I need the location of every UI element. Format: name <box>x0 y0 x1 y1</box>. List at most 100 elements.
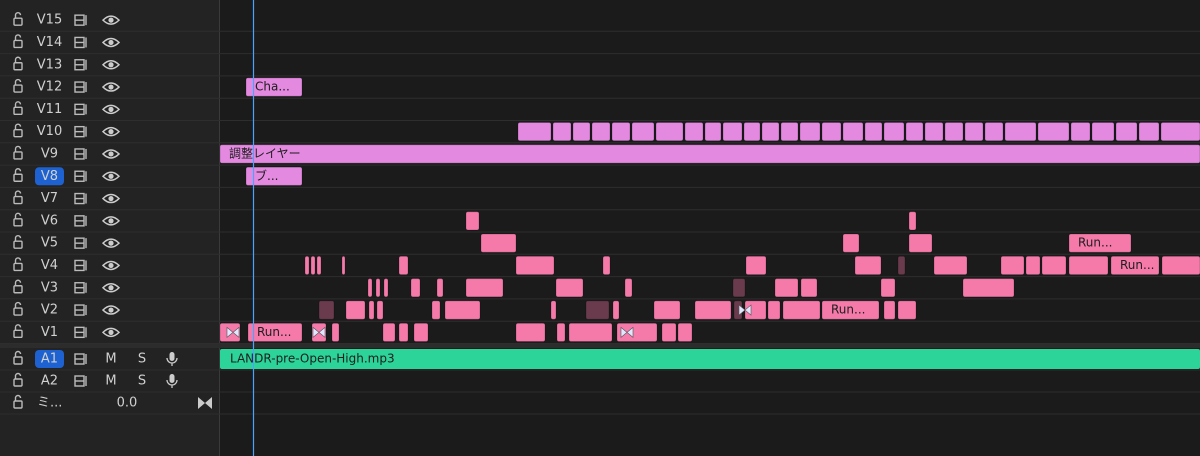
clip[interactable] <box>345 300 366 320</box>
clip[interactable] <box>602 255 611 276</box>
clip[interactable] <box>799 122 821 142</box>
clip[interactable] <box>465 211 480 231</box>
clip[interactable] <box>245 77 303 97</box>
clip[interactable] <box>431 300 441 320</box>
clip[interactable] <box>1000 255 1025 276</box>
clip[interactable] <box>655 122 684 142</box>
clip[interactable] <box>821 300 880 320</box>
clip[interactable] <box>745 255 767 276</box>
clip[interactable] <box>1041 255 1067 276</box>
clip[interactable] <box>611 122 631 142</box>
clip[interactable] <box>318 300 335 320</box>
clip[interactable] <box>245 166 303 186</box>
clip[interactable] <box>694 300 732 320</box>
clip[interactable] <box>653 300 681 320</box>
clip[interactable] <box>572 122 591 142</box>
clip[interactable] <box>1004 122 1037 142</box>
clip[interactable] <box>767 300 781 320</box>
clip[interactable] <box>368 300 375 320</box>
clip[interactable] <box>1068 233 1132 253</box>
clip[interactable] <box>436 278 444 298</box>
clip[interactable] <box>624 278 633 298</box>
clip[interactable] <box>821 122 842 142</box>
clip[interactable] <box>316 255 322 276</box>
clip[interactable] <box>704 122 722 142</box>
clip[interactable] <box>722 122 743 142</box>
clip[interactable] <box>591 122 611 142</box>
clip[interactable] <box>1091 122 1115 142</box>
clip[interactable] <box>880 278 896 298</box>
clip[interactable] <box>341 255 346 276</box>
audio-clip[interactable] <box>220 349 1200 369</box>
clip[interactable] <box>782 300 821 320</box>
clip[interactable] <box>247 322 303 343</box>
clip[interactable] <box>661 322 677 343</box>
clip[interactable] <box>219 144 1200 164</box>
clip[interactable] <box>854 255 882 276</box>
clip[interactable] <box>883 122 905 142</box>
clip[interactable] <box>677 322 693 343</box>
clip[interactable] <box>304 255 310 276</box>
clip[interactable] <box>684 122 704 142</box>
solo-button[interactable]: S <box>138 352 146 367</box>
clip[interactable] <box>550 300 557 320</box>
clip[interactable] <box>398 255 409 276</box>
clip[interactable] <box>1161 255 1200 276</box>
clip[interactable] <box>382 322 396 343</box>
clip[interactable] <box>964 122 984 142</box>
clip[interactable] <box>383 278 389 298</box>
mute-button[interactable]: M <box>105 352 116 367</box>
clip[interactable] <box>585 300 610 320</box>
mix-value[interactable]: 0.0 <box>117 396 138 411</box>
clip[interactable] <box>515 255 555 276</box>
clip[interactable] <box>555 278 584 298</box>
clip[interactable] <box>933 255 968 276</box>
clip[interactable] <box>410 278 421 298</box>
clip[interactable] <box>897 255 906 276</box>
clip[interactable] <box>444 300 481 320</box>
clip[interactable] <box>556 322 566 343</box>
clip[interactable] <box>800 278 818 298</box>
clip[interactable] <box>1160 122 1200 142</box>
clip[interactable] <box>761 122 780 142</box>
clip[interactable] <box>1138 122 1160 142</box>
clip[interactable] <box>552 122 572 142</box>
clip[interactable] <box>1115 122 1138 142</box>
clip[interactable] <box>480 233 517 253</box>
clip[interactable] <box>962 278 1015 298</box>
clip[interactable] <box>1068 255 1109 276</box>
clip[interactable] <box>331 322 340 343</box>
clip[interactable] <box>1070 122 1091 142</box>
clip[interactable] <box>375 278 381 298</box>
clip[interactable] <box>631 122 655 142</box>
clip[interactable] <box>398 322 409 343</box>
clip[interactable] <box>367 278 373 298</box>
clip[interactable] <box>616 322 658 343</box>
solo-button[interactable]: S <box>138 374 146 389</box>
clip[interactable] <box>1110 255 1160 276</box>
clip[interactable] <box>465 278 504 298</box>
clip[interactable] <box>864 122 883 142</box>
clip[interactable] <box>310 255 316 276</box>
mute-button[interactable]: M <box>105 374 116 389</box>
clip[interactable] <box>780 122 799 142</box>
clip[interactable] <box>897 300 917 320</box>
clip[interactable] <box>376 300 384 320</box>
clip[interactable] <box>842 233 860 253</box>
clip[interactable] <box>612 300 620 320</box>
clip[interactable] <box>908 211 917 231</box>
clip[interactable] <box>732 278 746 298</box>
clip[interactable] <box>883 300 896 320</box>
clip[interactable] <box>905 122 924 142</box>
clip[interactable] <box>774 278 799 298</box>
clip[interactable] <box>515 322 546 343</box>
clip[interactable] <box>743 122 761 142</box>
clip[interactable] <box>1025 255 1041 276</box>
clip[interactable] <box>924 122 944 142</box>
clip[interactable] <box>842 122 864 142</box>
clip[interactable] <box>1037 122 1070 142</box>
clip[interactable] <box>413 322 429 343</box>
clip[interactable] <box>908 233 933 253</box>
clip[interactable] <box>984 122 1004 142</box>
clip[interactable] <box>517 122 552 142</box>
